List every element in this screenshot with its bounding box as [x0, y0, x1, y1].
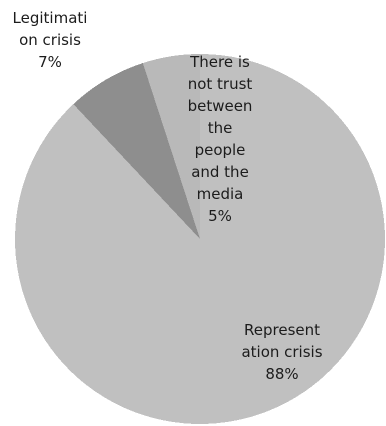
pie-slice-no-trust [142, 53, 200, 239]
slice-label-name: There is not trust between the people an… [187, 53, 253, 203]
slice-label-no-trust: There is not trust between the people an… [175, 51, 265, 227]
slice-label-name: Represent ation crisis [241, 321, 323, 361]
slice-label-representation-crisis: Represent ation crisis 88% [227, 319, 337, 385]
slice-label-percent: 88% [265, 365, 299, 383]
pie-slice-legitimation-crisis [73, 63, 200, 239]
slice-label-percent: 7% [38, 53, 62, 71]
slice-label-legitimation-crisis: Legitimati on crisis 7% [5, 7, 95, 73]
slice-label-percent: 5% [208, 207, 232, 225]
pie-slice-representation-crisis [15, 54, 386, 424]
slice-label-name: Legitimati on crisis [12, 9, 88, 49]
